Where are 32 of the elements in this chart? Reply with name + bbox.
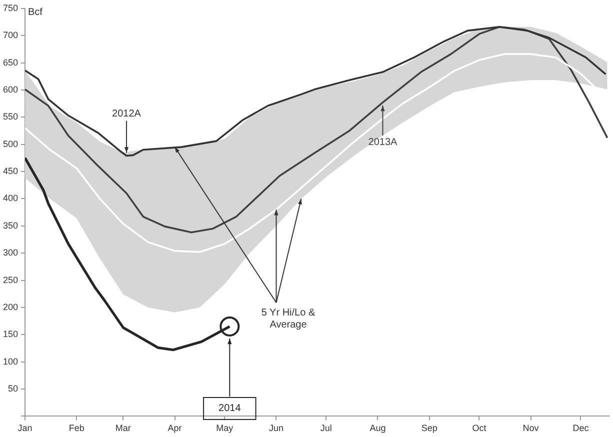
x-tick-label: Aug [370,423,386,434]
series-label: 2012A [112,108,142,120]
x-tick-label: Jul [320,423,332,434]
x-tick-label: Sep [421,423,438,434]
x-tick-label: Jun [268,423,284,434]
y-tick-label: 650 [2,57,18,68]
series-label: 2013A [368,137,398,148]
x-tick-label: Feb [68,423,84,434]
y-tick-label: 250 [2,274,18,285]
y-tick-label: 50 [8,384,18,394]
y-axis-title: Bcf [28,7,43,18]
y-tick-label: 550 [2,112,18,122]
x-tick-label: Oct [472,423,487,434]
y-tick-label: 600 [2,84,18,94]
x-tick-label: Dec [572,423,590,434]
x-tick-label: Apr [168,423,182,434]
y-tick-label: 750 [2,2,18,13]
text: 2014 [218,403,242,414]
y-tick-label: 100 [2,356,18,366]
x-tick-label: Mar [115,423,131,434]
y-tick-label: 500 [2,138,18,149]
y-tick-label: 350 [2,220,18,230]
y-tick-label: 400 [2,193,18,204]
y-tick-label: 700 [2,30,18,40]
y-tick-label: 200 [2,302,18,312]
y-tick-label: 300 [2,248,18,258]
x-tick-label: Nov [522,423,540,434]
annotation: 5 Yr Hi/Lo & Average [261,307,316,330]
y-tick-label: 450 [2,166,18,176]
y-tick-label: 150 [2,329,18,340]
x-tick-label: Jan [18,423,32,434]
x-tick-label: May [216,423,234,434]
